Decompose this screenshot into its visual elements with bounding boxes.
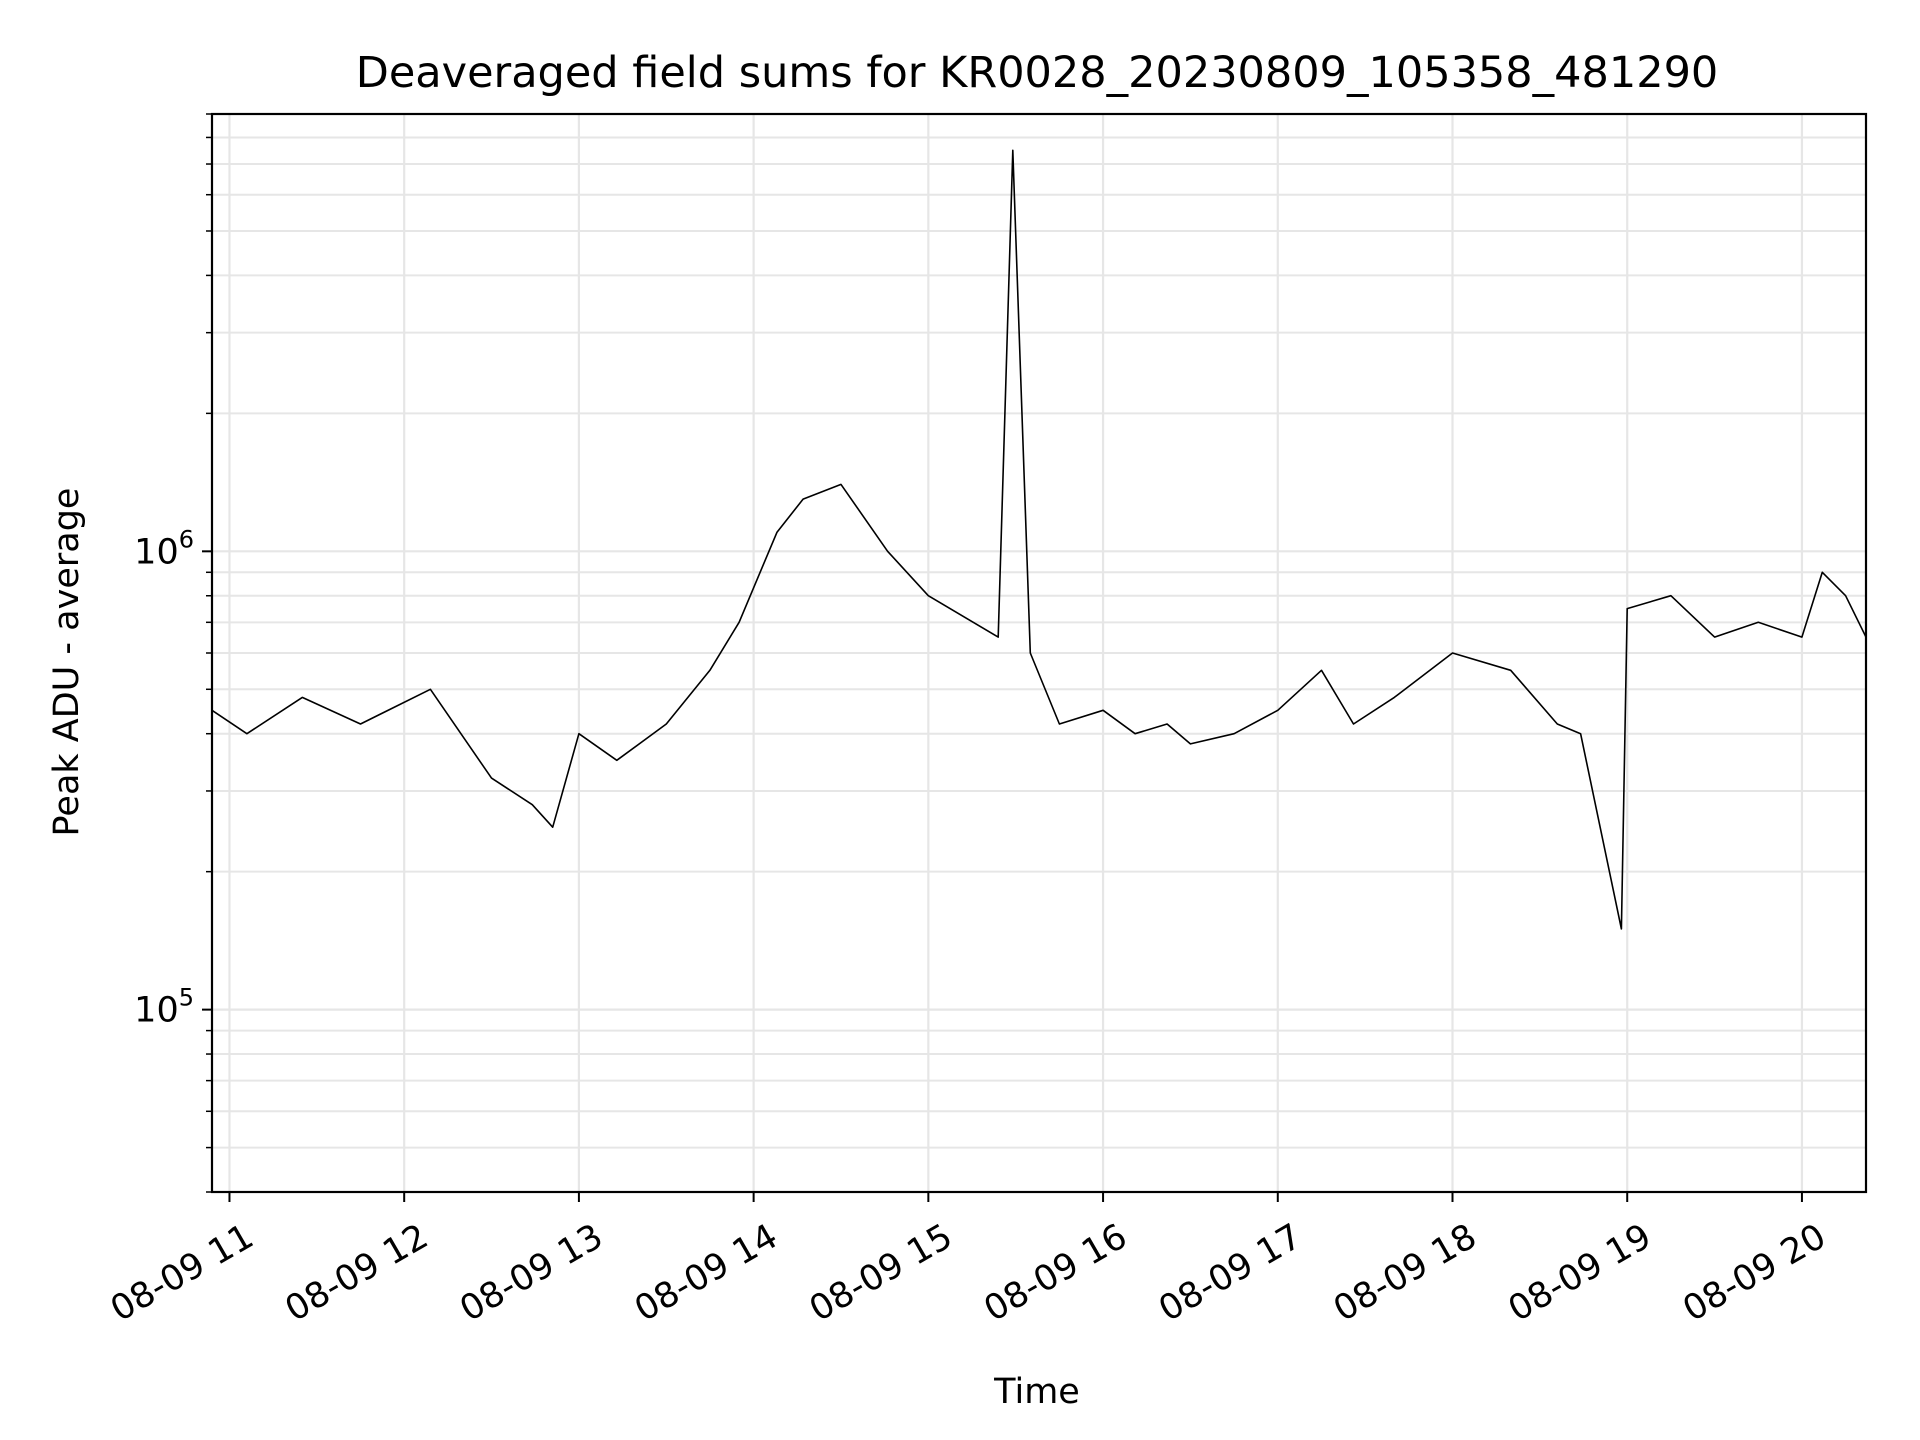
series-layer [211, 149, 1867, 930]
plot-frame [210, 112, 1868, 1194]
y-axis-label: Peak ADU - average [47, 488, 87, 837]
y-tick-label: 105 [134, 984, 194, 1031]
data-series-line [211, 149, 1867, 930]
y-tick-label: 106 [134, 525, 194, 572]
labels: Deaveraged field sums for KR0028_2023080… [47, 48, 1718, 1412]
grid [212, 113, 1866, 1193]
chart-title: Deaveraged field sums for KR0028_2023080… [356, 48, 1719, 98]
x-axis-label: Time [993, 1372, 1080, 1412]
